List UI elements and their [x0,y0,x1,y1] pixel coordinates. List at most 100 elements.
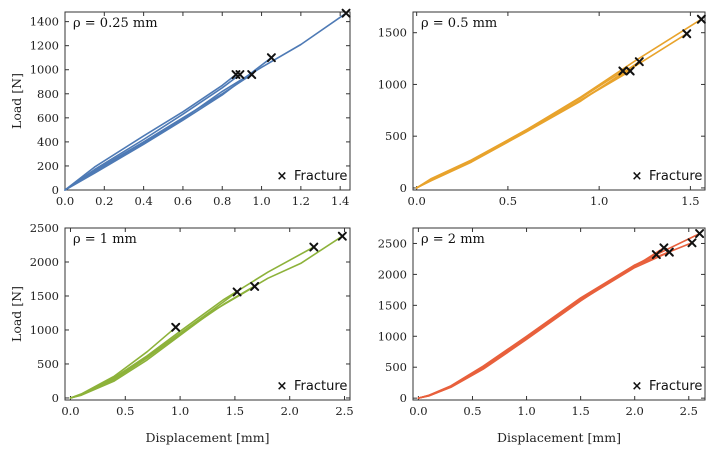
y-tick-label: 500 [385,129,407,143]
y-tick-label: 0 [52,183,59,197]
series-line-5 [69,235,344,399]
panel-title: ρ = 0.25 mm [73,16,158,31]
legend-label: Fracture [649,169,702,184]
fracture-marker [232,287,242,297]
fracture-marker [250,281,260,291]
x-axis-label: Displacement [mm] [497,430,621,445]
fracture-marker [266,53,276,63]
x-axis-label: Displacement [mm] [145,430,269,445]
panel-title: ρ = 2 mm [421,232,485,247]
x-tick-label: 0.0 [408,194,426,208]
x-tick-label: 2.0 [626,404,644,418]
x-tick-label: 2.0 [281,404,299,418]
y-tick-label: 1000 [378,77,407,91]
legend-label: Fracture [649,379,702,394]
y-tick-label: 600 [37,111,59,125]
series-line-5 [417,232,701,399]
y-tick-label: 500 [37,357,59,371]
panel-4: 0.0 0.5 1.0 1.5 2.0 2.5 0 500 1000 1500 2000 2500 ρ … [378,227,706,445]
y-tick-label: 2500 [378,236,407,250]
x-tick-label: 1.0 [171,404,189,418]
x-tick-label: 1.0 [590,194,608,208]
fracture-marker [171,322,181,332]
series-line-4 [64,56,273,191]
panel-title: ρ = 1 mm [73,232,137,247]
y-tick-label: 2000 [30,255,59,269]
x-tick-label: 1.5 [226,404,244,418]
y-tick-label: 2500 [30,221,59,235]
y-axis-label: Load [N] [9,73,24,129]
series-line-3 [69,285,256,399]
y-tick-label: 1000 [378,329,407,343]
series-line-1 [64,73,237,191]
panel-2: 0.0 0.5 1.0 1.5 0 500 1000 1500 ρ = 0.5 mm × Fract… [378,11,706,208]
y-tick-label: 0 [400,391,407,405]
fracture-marker [337,231,347,241]
series-line-4 [417,242,693,399]
y-tick-label: 1000 [30,323,59,337]
x-tick-label: 0.0 [409,404,427,418]
fracture-marker [687,238,697,248]
fracture-marker [625,66,635,76]
x-tick-label: 0.5 [463,404,481,418]
fracture-marker [664,247,674,257]
x-tick-label: 1.2 [292,194,310,208]
x-tick-label: 0.5 [116,404,134,418]
x-tick-label: 0.8 [213,194,231,208]
series-line-2 [64,73,241,191]
y-tick-label: 0 [52,391,59,405]
fracture-marker [651,250,661,260]
fracture-marker [235,70,245,80]
y-tick-label: 800 [37,87,59,101]
legend-marker: × [632,169,643,184]
x-tick-label: 0.4 [134,194,152,208]
series-line-1 [415,70,624,189]
series-line-1 [69,326,177,399]
y-tick-label: 1400 [30,15,59,29]
panel-1: 0.0 0.2 0.4 0.6 0.8 1.0 1.2 1.4 0 200 400 600 800 100… [9,8,351,208]
y-tick-label: 1500 [378,298,407,312]
plot-frame [64,11,351,191]
x-tick-label: 0.0 [61,404,79,418]
y-tick-label: 0 [400,181,407,195]
fracture-marker [247,70,257,80]
y-tick-label: 400 [37,135,59,149]
plot-frame [412,11,706,191]
series-line-4 [415,32,688,189]
fracture-marker [618,66,628,76]
y-tick-label: 2000 [378,267,407,281]
y-tick-label: 1500 [30,289,59,303]
series-line-5 [415,18,703,189]
legend-label: Fracture [294,379,347,394]
panel-3: 0.0 0.5 1.0 1.5 2.0 2.5 0 500 1000 1500 2000 2500 ρ … [9,221,354,445]
x-tick-label: 1.5 [571,404,589,418]
legend-marker: × [277,379,288,394]
fracture-marker [309,242,319,252]
x-tick-label: 1.4 [331,194,349,208]
x-tick-label: 0.6 [174,194,192,208]
x-tick-label: 2.5 [335,404,353,418]
y-tick-label: 500 [385,360,407,374]
fracture-marker [341,8,351,18]
x-tick-label: 1.0 [517,404,535,418]
x-tick-label: 1.0 [252,194,270,208]
x-tick-label: 0.5 [499,194,517,208]
x-tick-label: 0.2 [95,194,113,208]
plot-frame [64,227,351,401]
fracture-marker [696,14,706,24]
x-tick-label: 1.5 [681,194,699,208]
y-tick-label: 200 [37,159,59,173]
fracture-marker [682,29,692,39]
fracture-marker [695,229,705,239]
plot-frame [412,227,706,401]
legend-marker: × [277,169,288,184]
y-tick-label: 1200 [30,39,59,53]
series-line-4 [69,246,315,399]
y-axis-label: Load [N] [9,286,24,342]
x-tick-label: 2.5 [680,404,698,418]
y-tick-label: 1000 [30,63,59,77]
series-line-5 [64,12,347,191]
x-tick-label: 0.0 [56,194,74,208]
legend-label: Fracture [294,169,347,184]
